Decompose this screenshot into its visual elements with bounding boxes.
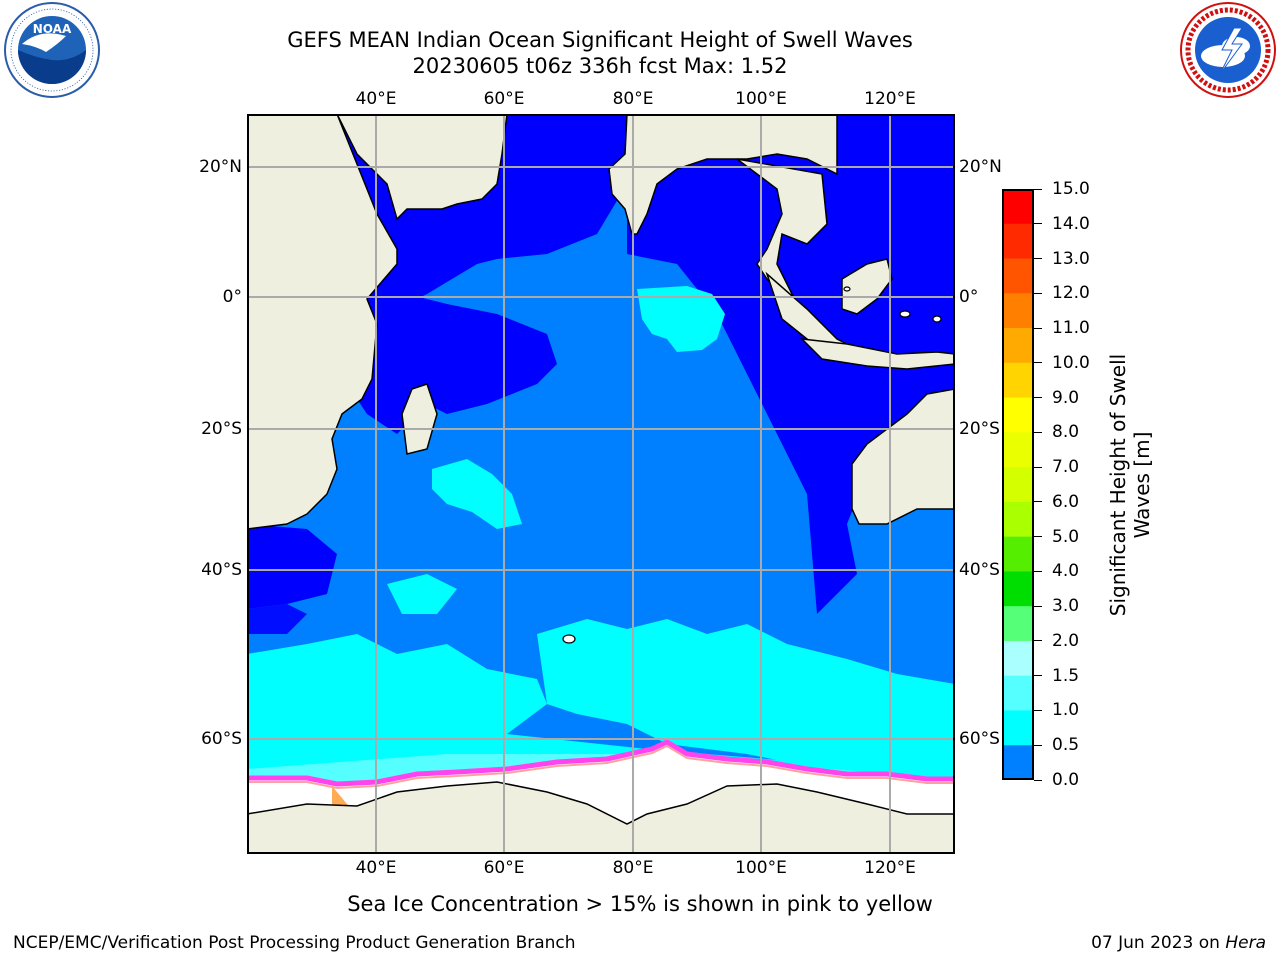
lon-tick-top-80e: 80°E <box>612 89 654 109</box>
colorbar <box>1002 189 1034 816</box>
colorbar-tick <box>1034 501 1042 503</box>
colorbar-bin <box>1002 675 1034 712</box>
lat-tick-left-20s: 20°S <box>201 419 242 439</box>
footer-date: 07 Jun 2023 on Hera <box>1091 933 1266 953</box>
lon-tick-bottom-80e: 80°E <box>612 858 654 878</box>
colorbar-tick <box>1034 744 1042 746</box>
colorbar-tick <box>1034 223 1042 225</box>
colorbar-label: 15.0 <box>1052 179 1090 199</box>
lat-tick-left-60s: 60°S <box>201 729 242 749</box>
colorbar-label: 3.0 <box>1052 596 1080 617</box>
colorbar-label: 0.5 <box>1052 735 1080 756</box>
colorbar-label: 4.0 <box>1052 561 1080 582</box>
colorbar-tick <box>1034 709 1042 711</box>
footer-machine: Hera <box>1225 933 1266 953</box>
small-islands <box>562 286 942 644</box>
chart-title: GEFS MEAN Indian Ocean Significant Heigh… <box>287 28 913 52</box>
lat-tick-right-0: 0° <box>959 287 979 307</box>
colorbar-label: 1.5 <box>1052 665 1080 686</box>
lat-tick-right-20n: 20°N <box>959 157 1002 177</box>
colorbar-tick <box>1034 570 1042 572</box>
lat-tick-left-40s: 40°S <box>201 560 242 580</box>
colorbar-label: 1.0 <box>1052 700 1080 721</box>
lat-tick-right-40s: 40°S <box>959 560 1000 580</box>
lon-tick-top-40e: 40°E <box>355 89 397 109</box>
lon-tick-top-120e: 120°E <box>864 89 916 109</box>
colorbar-tick <box>1034 605 1042 607</box>
colorbar-bin <box>1002 710 1034 746</box>
colorbar-label: 5.0 <box>1052 526 1080 547</box>
colorbar-label: 10.0 <box>1052 352 1090 373</box>
colorbar-bin <box>1002 640 1034 677</box>
colorbar-bin <box>1002 606 1034 642</box>
colorbar-bin <box>1002 467 1034 503</box>
colorbar-tick <box>1034 362 1042 364</box>
colorbar-label: 7.0 <box>1052 457 1080 478</box>
colorbar-label: 9.0 <box>1052 387 1080 408</box>
lat-tick-left-20n: 20°N <box>199 157 242 177</box>
colorbar-bin <box>1002 293 1034 329</box>
colorbar-tick <box>1034 536 1042 538</box>
colorbar-label: 12.0 <box>1052 283 1090 304</box>
colorbar-bin <box>1002 536 1034 573</box>
chart-subtitle: 20230605 t06z 336h fcst Max: 1.52 <box>412 54 788 78</box>
svg-text:NOAA: NOAA <box>33 22 72 36</box>
colorbar-label: 8.0 <box>1052 422 1080 443</box>
colorbar-label: 11.0 <box>1052 318 1090 339</box>
lon-tick-bottom-120e: 120°E <box>864 858 916 878</box>
colorbar-tick <box>1034 675 1042 677</box>
lat-tick-right-20s: 20°S <box>959 419 1000 439</box>
colorbar-tick <box>1034 258 1042 260</box>
colorbar-tick <box>1034 466 1042 468</box>
footer-producer: NCEP/EMC/Verification Post Processing Pr… <box>13 933 576 953</box>
colorbar-label: 0.0 <box>1052 770 1080 790</box>
land-masses <box>247 114 955 854</box>
lat-tick-right-60s: 60°S <box>959 729 1000 749</box>
colorbar-label: 6.0 <box>1052 491 1080 512</box>
lon-tick-top-100e: 100°E <box>735 89 787 109</box>
sea-ice-note: Sea Ice Concentration > 15% is shown in … <box>347 892 933 916</box>
colorbar-label: 14.0 <box>1052 213 1090 234</box>
colorbar-bin <box>1002 745 1034 781</box>
colorbar-tick <box>1034 431 1042 433</box>
colorbar-bin <box>1002 397 1034 433</box>
national-weather-service-logo <box>1176 0 1280 100</box>
colorbar-bin <box>1002 432 1034 468</box>
lon-tick-bottom-60e: 60°E <box>483 858 525 878</box>
colorbar-bin <box>1002 362 1034 399</box>
colorbar-bin <box>1002 328 1034 364</box>
colorbar-title: Significant Height of Swell Waves [m] <box>1106 353 1154 617</box>
lon-tick-bottom-40e: 40°E <box>355 858 397 878</box>
colorbar-bin <box>1002 258 1034 294</box>
lon-tick-top-60e: 60°E <box>483 89 525 109</box>
colorbar-tick <box>1034 188 1042 190</box>
indian-ocean-map <box>247 114 955 854</box>
colorbar-tick <box>1034 779 1042 781</box>
colorbar-tick <box>1034 397 1042 399</box>
colorbar-tick <box>1034 292 1042 294</box>
colorbar-bin <box>1002 223 1034 260</box>
colorbar-bin <box>1002 189 1034 225</box>
colorbar-tick <box>1034 640 1042 642</box>
colorbar-tick <box>1034 327 1042 329</box>
colorbar-bin <box>1002 571 1034 607</box>
lon-tick-bottom-100e: 100°E <box>735 858 787 878</box>
colorbar-bin <box>1002 501 1034 538</box>
lat-tick-left-0: 0° <box>222 287 242 307</box>
colorbar-label: 13.0 <box>1052 248 1090 269</box>
map-frame <box>247 114 955 854</box>
colorbar-label: 2.0 <box>1052 630 1080 651</box>
noaa-logo: NOAA <box>0 0 106 100</box>
lat-lon-grid <box>247 114 955 854</box>
